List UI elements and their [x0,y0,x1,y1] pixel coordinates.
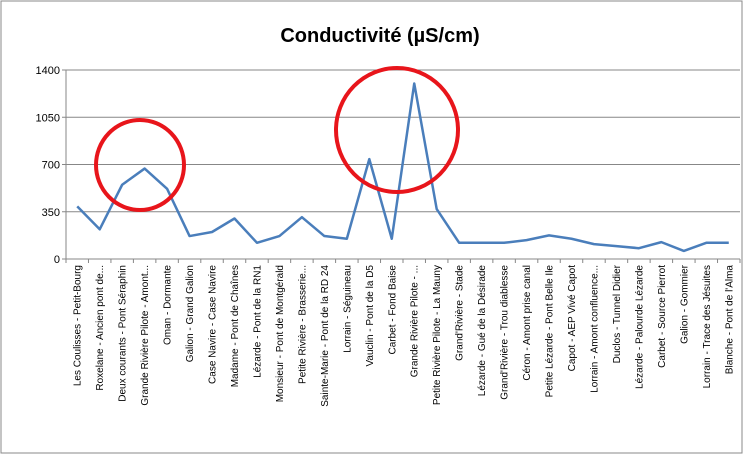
data-line [76,82,729,253]
x-tick-label: Lorrain - Amont confluence... [589,265,600,393]
x-tick-label: Grand'Rivière - Trou diablesse [500,265,511,400]
x-tick-label: Grand'Rivière - Stade [455,265,466,361]
x-tick-label: Duclos - Tunnel Didier [612,264,623,363]
x-tick-label: Roxelane - Ancien pont de... [95,265,106,391]
x-tick-label: Deux courants - Pont Séraphin [118,265,129,402]
x-tick-label: Case Navire - Case Navire [208,265,219,384]
y-tick-label: 0 [54,254,60,266]
x-tick-label: Lorrain - Trace des Jésuites [702,265,713,388]
x-tick-label: Lézarde - Palourde Lézarde [634,265,645,389]
x-tick-label: Monsieur - Pont de Montgérald [275,265,286,402]
x-tick-label: Petite Lézarde - Pont Belle Ile [545,265,556,398]
x-tick-label: Vauclin - Pont de la D5 [365,265,376,367]
x-tick-label: Carbet - Source Pierrot [657,265,668,368]
y-tick-label: 350 [42,207,60,219]
x-tick-label: Les Coulisses - Petit-Bourg [73,265,84,386]
x-tick-label: Capot - AEP Vivé Capot [567,265,578,372]
x-tick-label: Petite Rivière - Brasserie... [297,265,308,384]
x-tick-label: Oman - Dormante [163,265,174,345]
x-tick-label: Blanche - Pont de l'Alma [724,265,735,375]
x-tick-label: Petite Rivière Pilote - La Mauny [432,265,443,405]
x-tick-label: Lorrain - Séguineau [342,265,353,353]
x-tick-label: Galion - Gommier [679,264,690,344]
highlight-circle [334,66,460,194]
x-tick-label: Céron - Amont prise canal [522,265,533,381]
x-tick-label: Madame - Pont de Chaînes [230,265,241,387]
chart-title: Conductivité (µS/cm) [280,25,479,47]
highlight-circle [94,118,186,212]
plot-area: 0 350 700 1050 1400 Les Coulisses - Petit-Bou… [36,65,741,407]
y-tick-label: 1400 [36,65,60,77]
y-tick-label: 700 [42,160,60,172]
x-tick-label: Carbet - Fond Baise [387,265,398,355]
x-tick-label: Sainte-Marie - Pont de la RD 24 [320,265,331,407]
x-tick-label: Grande Rivière Pilote - Amont... [140,265,151,406]
y-tick-label: 1050 [36,112,60,124]
x-tick-label: Lézarde - Pont de la RN1 [252,265,263,378]
x-tick-label: Grande Rivière Pilote - ... [410,265,421,377]
x-tick-label: Lézarde - Gué de la Désirade [477,265,488,397]
x-tick-label: Galion - Grand Galion [185,265,196,362]
